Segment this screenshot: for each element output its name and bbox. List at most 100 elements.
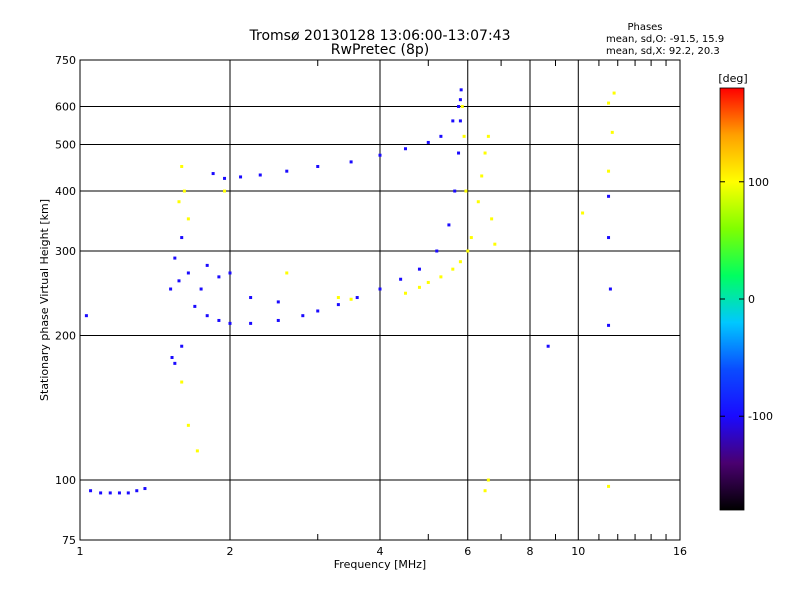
data-point [486, 478, 490, 482]
data-point [483, 151, 487, 155]
data-point [193, 304, 197, 308]
data-point [607, 484, 611, 488]
data-point [439, 275, 443, 279]
data-point [143, 487, 147, 491]
data-point [378, 153, 382, 157]
data-point [486, 134, 490, 138]
data-point [126, 491, 130, 495]
data-point [239, 175, 243, 179]
data-point [285, 271, 289, 275]
data-point [608, 287, 612, 291]
data-point [276, 318, 280, 322]
data-point [173, 256, 177, 260]
data-point [607, 194, 611, 198]
data-point [170, 355, 174, 359]
data-point [466, 249, 470, 253]
data-point [84, 314, 88, 318]
data-point [89, 489, 93, 493]
data-point [426, 140, 430, 144]
data-point [417, 285, 421, 289]
data-point [607, 169, 611, 173]
data-point [399, 277, 403, 281]
data-point [435, 249, 439, 253]
y-tick-label: 750 [55, 54, 76, 67]
data-point [439, 134, 443, 138]
y-axis-label: Stationary phase Virtual Height [km] [38, 199, 51, 401]
data-point [186, 217, 190, 221]
data-point [355, 296, 359, 300]
data-point [249, 296, 253, 300]
x-tick-label: 6 [464, 545, 471, 558]
data-point [349, 160, 353, 164]
data-point [493, 242, 497, 246]
data-point [99, 491, 103, 495]
data-point [117, 491, 121, 495]
data-point [217, 275, 221, 279]
data-point [459, 88, 463, 92]
data-point [177, 200, 181, 204]
stats-heading: Phases [627, 22, 662, 33]
y-tick-label: 75 [62, 534, 76, 547]
data-point [135, 489, 139, 493]
data-point [173, 361, 177, 365]
data-point [453, 189, 457, 193]
data-point [607, 323, 611, 327]
data-point [610, 130, 614, 134]
data-point [403, 291, 407, 295]
data-point [205, 314, 209, 318]
data-point [186, 423, 190, 427]
data-point [217, 318, 221, 322]
data-point [223, 189, 227, 193]
data-point [249, 321, 253, 325]
data-point [581, 211, 585, 215]
x-axis-ticks: 1 2 4 6 8 10 16 [77, 60, 687, 558]
data-point [199, 287, 203, 291]
data-point [182, 189, 186, 193]
data-point [285, 169, 289, 173]
x-axis-label: Frequency [MHz] [334, 558, 426, 571]
data-point [417, 267, 421, 271]
data-point [205, 263, 209, 267]
data-point [169, 287, 173, 291]
data-points [84, 88, 616, 495]
plot-frame [79, 59, 681, 541]
x-tick-label: 16 [673, 545, 687, 558]
colorbar: [deg] 100 0 -100 [718, 72, 773, 511]
data-point [301, 314, 305, 318]
x-tick-label: 10 [571, 545, 585, 558]
stats-x-mode: mean, sd,X: 92.2, 20.3 [606, 46, 720, 57]
data-point [186, 271, 190, 275]
data-point [378, 287, 382, 291]
data-point [469, 236, 473, 240]
data-point [546, 344, 550, 348]
chart-title: Tromsø 20130128 13:06:00-13:07:43 [249, 28, 511, 44]
data-point [447, 223, 451, 227]
data-point [180, 380, 184, 384]
x-tick-label: 2 [227, 545, 234, 558]
data-point [458, 119, 462, 123]
data-point [460, 105, 464, 109]
colorbar-label: [deg] [718, 72, 747, 85]
y-tick-label: 200 [55, 330, 76, 343]
data-point [336, 303, 340, 307]
chart-subtitle: RwPretec (8p) [331, 42, 429, 58]
data-point [403, 147, 407, 151]
y-tick-label: 300 [55, 245, 76, 258]
data-point [180, 344, 184, 348]
stats-o-mode: mean, sd,O: -91.5, 15.9 [606, 34, 724, 45]
y-tick-label: 500 [55, 139, 76, 152]
data-point [464, 189, 468, 193]
data-point [457, 151, 461, 155]
data-point [607, 101, 611, 105]
data-point [223, 176, 227, 180]
data-point [451, 119, 455, 123]
plot-grid [80, 60, 680, 540]
data-point [108, 491, 112, 495]
data-point [476, 200, 480, 204]
data-point [336, 296, 340, 300]
y-tick-label: 600 [55, 101, 76, 114]
x-tick-label: 4 [377, 545, 384, 558]
colorbar-tick-label: 0 [748, 293, 755, 306]
data-point [211, 172, 215, 176]
